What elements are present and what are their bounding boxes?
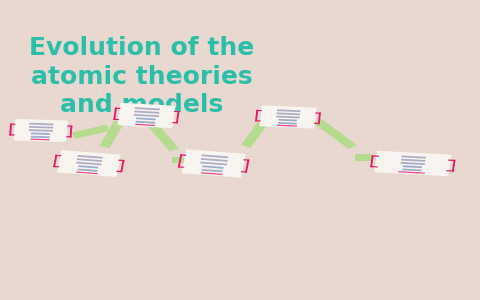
Text: Evolution of the
atomic theories
and models: Evolution of the atomic theories and mod… xyxy=(29,36,254,118)
Polygon shape xyxy=(134,114,159,117)
Polygon shape xyxy=(76,162,101,165)
Polygon shape xyxy=(276,112,300,115)
Polygon shape xyxy=(113,119,119,120)
Polygon shape xyxy=(172,122,178,123)
Polygon shape xyxy=(202,169,223,172)
Polygon shape xyxy=(278,122,297,124)
Polygon shape xyxy=(452,160,456,172)
Polygon shape xyxy=(372,155,379,157)
Polygon shape xyxy=(276,116,300,118)
Polygon shape xyxy=(29,126,53,129)
Polygon shape xyxy=(31,139,49,140)
Polygon shape xyxy=(29,129,53,132)
Polygon shape xyxy=(245,160,250,173)
Polygon shape xyxy=(57,150,121,177)
Polygon shape xyxy=(277,124,297,127)
Polygon shape xyxy=(277,109,300,112)
Polygon shape xyxy=(401,159,425,162)
Polygon shape xyxy=(113,108,117,120)
Polygon shape xyxy=(315,112,321,114)
Polygon shape xyxy=(256,110,262,111)
Polygon shape xyxy=(314,123,320,124)
Polygon shape xyxy=(398,171,425,174)
Polygon shape xyxy=(401,162,425,165)
Polygon shape xyxy=(149,124,179,152)
Polygon shape xyxy=(135,107,160,110)
Polygon shape xyxy=(370,166,378,167)
Polygon shape xyxy=(70,125,72,137)
Polygon shape xyxy=(31,136,50,138)
Polygon shape xyxy=(134,111,159,114)
Polygon shape xyxy=(172,157,186,163)
Polygon shape xyxy=(67,125,72,127)
Polygon shape xyxy=(77,169,97,172)
Polygon shape xyxy=(76,172,98,174)
Polygon shape xyxy=(374,151,451,176)
Polygon shape xyxy=(202,154,228,158)
Polygon shape xyxy=(241,171,247,173)
Polygon shape xyxy=(10,124,15,125)
Polygon shape xyxy=(402,155,426,159)
Polygon shape xyxy=(9,134,14,136)
Polygon shape xyxy=(174,111,180,112)
Polygon shape xyxy=(115,108,120,109)
Polygon shape xyxy=(448,160,456,161)
Polygon shape xyxy=(181,149,246,178)
Polygon shape xyxy=(255,120,261,122)
Polygon shape xyxy=(241,121,268,148)
Polygon shape xyxy=(78,165,98,169)
Polygon shape xyxy=(313,118,357,149)
Polygon shape xyxy=(200,162,227,165)
Polygon shape xyxy=(100,121,124,148)
Polygon shape xyxy=(355,154,372,161)
Polygon shape xyxy=(259,105,317,129)
Polygon shape xyxy=(53,166,59,167)
Polygon shape xyxy=(278,119,297,122)
Polygon shape xyxy=(77,155,103,159)
Polygon shape xyxy=(255,110,258,122)
Polygon shape xyxy=(55,155,61,156)
Polygon shape xyxy=(178,154,182,167)
Polygon shape xyxy=(201,172,222,175)
Polygon shape xyxy=(116,171,122,172)
Polygon shape xyxy=(66,136,72,137)
Polygon shape xyxy=(53,155,58,167)
Polygon shape xyxy=(202,165,224,169)
Polygon shape xyxy=(29,123,53,125)
Polygon shape xyxy=(77,158,102,162)
Polygon shape xyxy=(136,117,156,120)
Polygon shape xyxy=(119,160,124,161)
Polygon shape xyxy=(318,112,321,124)
Polygon shape xyxy=(31,133,50,135)
Polygon shape xyxy=(117,103,176,128)
Polygon shape xyxy=(178,166,184,168)
Polygon shape xyxy=(180,154,186,156)
Polygon shape xyxy=(135,124,155,126)
Polygon shape xyxy=(9,124,12,136)
Polygon shape xyxy=(370,155,374,167)
Polygon shape xyxy=(402,169,421,171)
Polygon shape xyxy=(72,125,110,139)
Polygon shape xyxy=(403,165,422,168)
Polygon shape xyxy=(13,119,68,142)
Polygon shape xyxy=(176,111,180,123)
Polygon shape xyxy=(243,159,250,161)
Polygon shape xyxy=(446,170,454,172)
Polygon shape xyxy=(201,158,228,162)
Polygon shape xyxy=(135,121,156,124)
Polygon shape xyxy=(120,160,124,172)
